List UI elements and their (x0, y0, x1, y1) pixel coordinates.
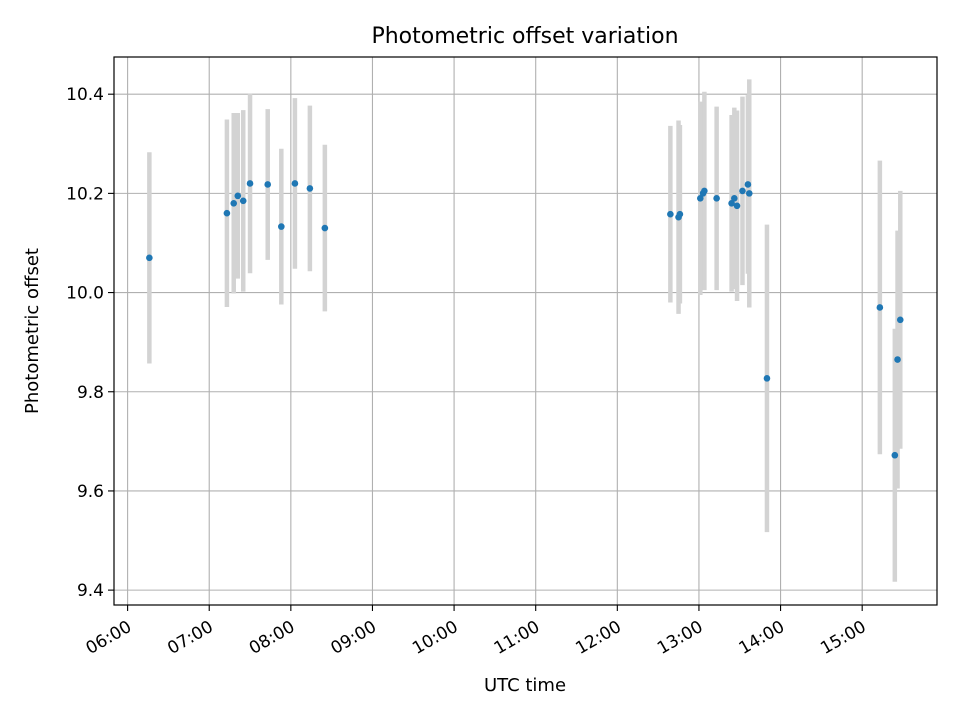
data-point (146, 254, 153, 262)
data-point (230, 199, 238, 207)
y-tick-label: 9.8 (77, 383, 104, 403)
data-point (896, 316, 904, 324)
grid-lines (114, 57, 937, 605)
y-tick-label: 9.6 (77, 482, 104, 502)
y-tick-label: 9.4 (77, 581, 104, 601)
data-points (146, 180, 904, 459)
x-axis-label: UTC time (484, 675, 566, 696)
data-point (763, 375, 771, 382)
data-point (234, 192, 242, 200)
data-point (239, 197, 247, 205)
data-point (894, 356, 901, 363)
y-tick-label: 10.2 (66, 184, 104, 204)
data-point (278, 223, 285, 230)
y-axis-label: Photometric offset (22, 248, 43, 414)
data-point (306, 185, 314, 192)
data-point (264, 181, 272, 188)
data-point (246, 180, 254, 187)
data-point (713, 195, 720, 202)
data-point (733, 202, 741, 210)
plot-area-frame (113, 56, 938, 606)
data-point (728, 199, 735, 207)
data-point (321, 224, 329, 232)
data-point (744, 181, 752, 188)
data-point (676, 210, 684, 218)
data-point (223, 209, 231, 217)
data-point (876, 304, 884, 311)
data-point (291, 180, 299, 187)
data-point (745, 190, 753, 197)
data-point (739, 187, 746, 195)
data-point (667, 210, 674, 218)
y-tick-label: 10.4 (66, 85, 104, 105)
data-point (701, 187, 708, 195)
data-point (891, 451, 899, 459)
chart-title: Photometric offset variation (371, 24, 678, 49)
data-point (697, 195, 704, 202)
data-point (731, 195, 738, 202)
y-axis-ticks: 9.4 9.6 9.8 10.0 10.2 10.4 (66, 85, 114, 601)
y-tick-label: 10.0 (66, 284, 104, 304)
